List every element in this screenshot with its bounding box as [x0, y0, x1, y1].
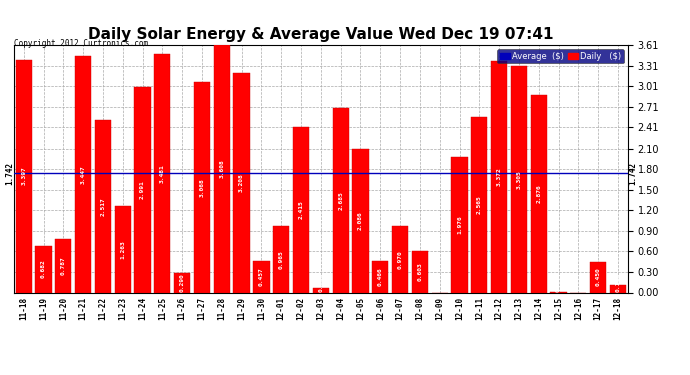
Legend: Average  ($), Daily   ($): Average ($), Daily ($) — [497, 49, 624, 63]
Text: 2.086: 2.086 — [358, 211, 363, 230]
Text: 0.290: 0.290 — [179, 273, 185, 292]
Text: 0.603: 0.603 — [417, 262, 422, 281]
Text: 0.965: 0.965 — [279, 250, 284, 269]
Bar — [412, 251, 428, 292]
Bar — [471, 117, 487, 292]
Bar — [233, 72, 250, 292]
Bar — [531, 95, 547, 292]
Text: Copyright 2012 Curtronics.com: Copyright 2012 Curtronics.com — [14, 39, 148, 48]
Text: 2.517: 2.517 — [101, 197, 106, 216]
Bar — [491, 62, 507, 292]
Bar — [293, 127, 309, 292]
Text: 2.876: 2.876 — [536, 184, 541, 203]
Bar — [273, 226, 289, 292]
Text: 3.372: 3.372 — [497, 168, 502, 186]
Bar — [75, 56, 91, 292]
Text: 2.685: 2.685 — [338, 191, 343, 210]
Bar — [511, 66, 527, 292]
Text: 0.466: 0.466 — [378, 267, 383, 286]
Text: 2.565: 2.565 — [477, 195, 482, 214]
Bar — [55, 238, 72, 292]
Bar — [590, 262, 607, 292]
Text: 0.970: 0.970 — [397, 250, 402, 268]
Text: 3.481: 3.481 — [160, 164, 165, 183]
Text: 0.682: 0.682 — [41, 260, 46, 279]
Text: 3.447: 3.447 — [81, 165, 86, 184]
Bar — [372, 261, 388, 292]
Text: 3.397: 3.397 — [21, 166, 26, 185]
Text: 1.263: 1.263 — [120, 240, 126, 259]
Text: 1.742: 1.742 — [5, 162, 14, 184]
Bar — [451, 157, 468, 292]
Text: 3.068: 3.068 — [199, 178, 204, 197]
Bar — [353, 150, 368, 292]
Bar — [95, 120, 111, 292]
Bar — [16, 60, 32, 292]
Text: 3.608: 3.608 — [219, 159, 224, 178]
Bar — [392, 226, 408, 292]
Text: 0.787: 0.787 — [61, 256, 66, 275]
Bar — [35, 246, 52, 292]
Bar — [194, 82, 210, 292]
Text: 0.069: 0.069 — [318, 273, 324, 292]
Text: 0.115: 0.115 — [615, 273, 620, 292]
Text: 2.991: 2.991 — [140, 181, 145, 200]
Text: 1.976: 1.976 — [457, 215, 462, 234]
Bar — [174, 273, 190, 292]
Bar — [155, 54, 170, 292]
Text: 0.457: 0.457 — [259, 267, 264, 286]
Text: 0.011: 0.011 — [556, 273, 561, 292]
Text: 0.450: 0.450 — [595, 268, 601, 286]
Bar — [115, 206, 131, 292]
Text: 3.305: 3.305 — [516, 170, 522, 189]
Bar — [610, 285, 626, 292]
Bar — [135, 87, 150, 292]
Text: 1.742: 1.742 — [628, 162, 637, 184]
Bar — [333, 108, 348, 292]
Text: 3.208: 3.208 — [239, 173, 244, 192]
Title: Daily Solar Energy & Average Value Wed Dec 19 07:41: Daily Solar Energy & Average Value Wed D… — [88, 27, 553, 42]
Bar — [214, 45, 230, 292]
Bar — [313, 288, 329, 292]
Text: 2.415: 2.415 — [299, 200, 304, 219]
Bar — [253, 261, 270, 292]
